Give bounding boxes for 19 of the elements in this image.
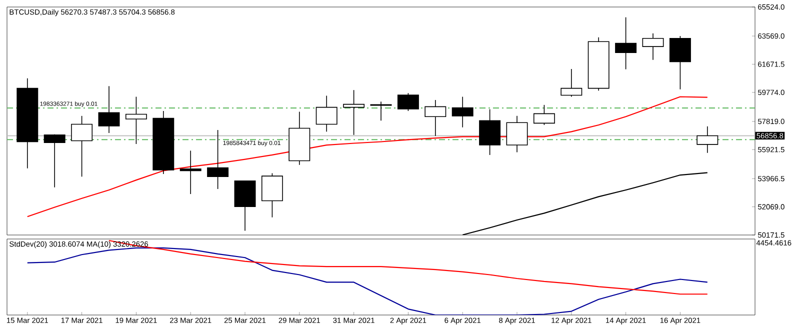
candlestick bbox=[424, 100, 446, 136]
candlestick bbox=[44, 134, 66, 188]
candlestick bbox=[696, 126, 718, 154]
candlestick bbox=[397, 92, 419, 112]
candlestick bbox=[615, 16, 637, 70]
candlestick bbox=[560, 68, 582, 98]
line-series bbox=[26, 96, 708, 218]
candlestick bbox=[98, 86, 120, 134]
candlestick bbox=[370, 101, 392, 122]
candlestick bbox=[125, 96, 147, 144]
candlestick bbox=[316, 95, 338, 132]
candlestick bbox=[506, 116, 528, 153]
candlestick bbox=[452, 96, 474, 128]
candlestick bbox=[642, 32, 664, 60]
candlestick bbox=[669, 36, 691, 90]
candlestick bbox=[180, 150, 202, 194]
candlestick bbox=[533, 104, 555, 126]
candlestick bbox=[71, 116, 93, 178]
candlestick bbox=[343, 90, 365, 136]
